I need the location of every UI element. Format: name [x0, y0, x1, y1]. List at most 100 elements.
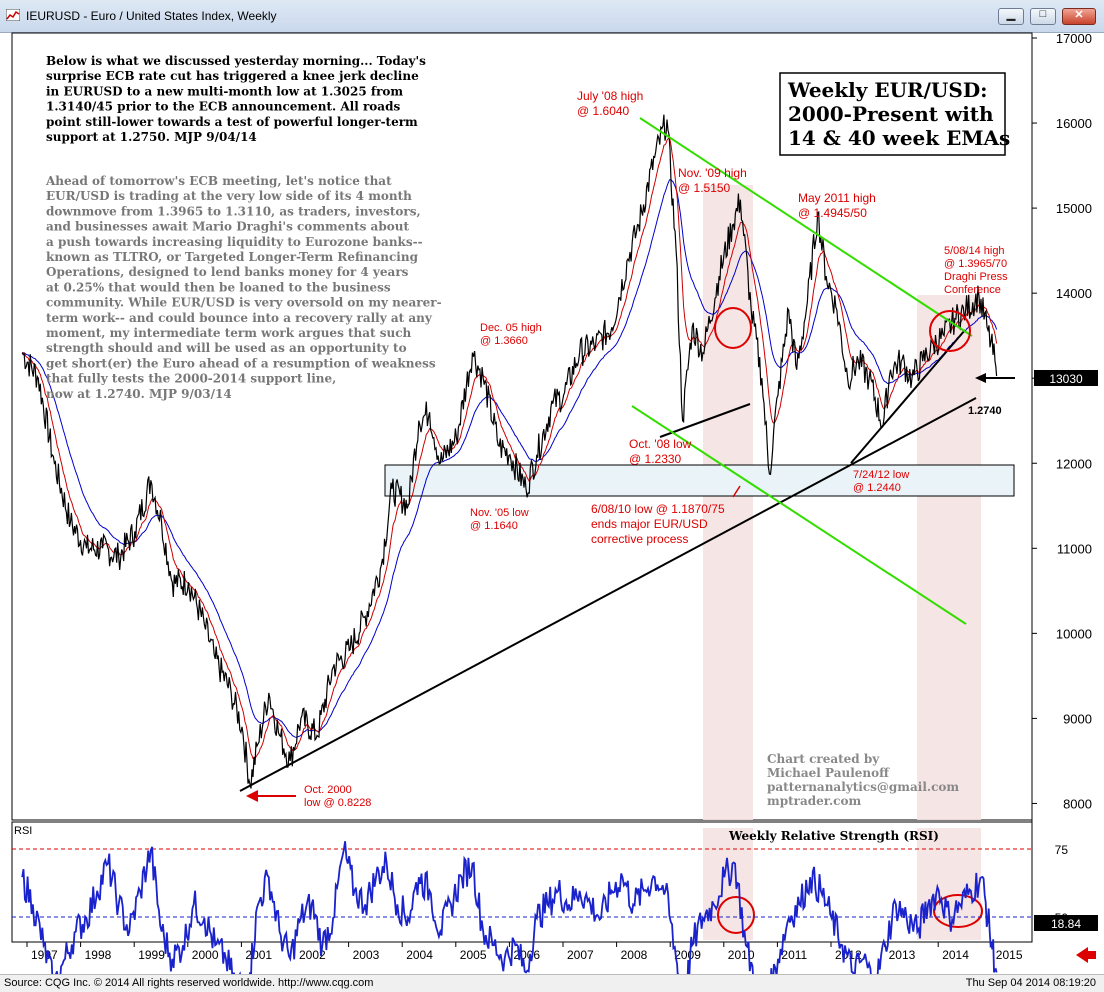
- commentary-line: at 0.25% that would then be loaned to th…: [46, 280, 391, 294]
- rsi-panel-label: RSI: [14, 825, 32, 837]
- chart-app-icon: [6, 9, 20, 21]
- price-line: [21, 114, 998, 789]
- annotation-jun10: corrective process: [591, 532, 688, 546]
- rsi-band-2013-2014: [917, 828, 981, 940]
- commentary-line: moment, my intermediate term work argues…: [46, 326, 412, 340]
- y-tick-label: 12000: [1056, 456, 1092, 471]
- annotation-may14: Draghi Press: [944, 271, 1008, 283]
- title-box-line: 2000-Present with: [788, 102, 994, 126]
- annotation-jun10: ends major EUR/USD: [591, 517, 708, 531]
- source-text: Source: CQG Inc. © 2014 All rights reser…: [4, 977, 374, 989]
- annotation-nov09: @ 1.5150: [678, 181, 731, 195]
- commentary-line: Ahead of tomorrow's ECB meeting, let's n…: [45, 174, 392, 188]
- annotation-oct08: @ 1.2330: [629, 452, 682, 466]
- annotation-nov09: Nov. '09 high: [678, 166, 747, 180]
- credit-line: Michael Paulenoff: [767, 766, 890, 780]
- price-panel-frame: [11, 32, 1033, 821]
- y-tick-label: 10000: [1056, 626, 1092, 641]
- x-tick-label: 2007: [567, 948, 594, 962]
- annotation-nov05: @ 1.1640: [470, 520, 518, 532]
- annotation-may11: May 2011 high: [798, 191, 876, 205]
- title-box: [779, 72, 1006, 156]
- x-tick-label: 2001: [245, 948, 272, 962]
- credit-line: patternanalytics@gmail.com: [767, 780, 959, 794]
- commentary-line: 1.3140/45 prior to the ECB announcement.…: [46, 100, 400, 114]
- red-circle-2014: [929, 310, 971, 352]
- trendline-2008-2010: [659, 403, 751, 438]
- rsi-band-2009-2010: [703, 828, 753, 940]
- annotation-nov05: Nov. '05 low: [470, 507, 529, 519]
- status-bar: Source: CQG Inc. © 2014 All rights reser…: [0, 974, 1104, 992]
- commentary-line: downmove from 1.3965 to 1.3110, as trade…: [46, 204, 421, 218]
- x-tick-label: 2005: [460, 948, 487, 962]
- title-box-line: 14 & 40 week EMAs: [788, 126, 1010, 150]
- rsi-last-box: [1034, 915, 1098, 931]
- support-trendline-2000-2014: [239, 397, 977, 792]
- annotation-jul12: 7/24/12 low: [853, 469, 909, 481]
- rsi-red-circle-2014: [933, 894, 983, 928]
- commentary-line: that fully tests the 2000-2014 support l…: [46, 372, 336, 386]
- title-box-line: Weekly EUR/USD:: [787, 78, 988, 102]
- commentary-paragraph-1: Below is what we discussed yesterday mor…: [46, 54, 426, 144]
- annotation-oct2000: Oct. 2000: [304, 784, 352, 796]
- commentary-line: in EURUSD to a new multi-month low at 1.…: [46, 84, 403, 98]
- annotation-jul08: July '08 high: [577, 89, 643, 103]
- rsi-line: [21, 841, 998, 974]
- x-tick-label: 1997: [31, 948, 58, 962]
- rsi-panel-frame: [11, 821, 1033, 943]
- commentary-line: Operations, designed to lend banks money…: [46, 265, 409, 279]
- commentary-line: Below is what we discussed yesterday mor…: [46, 54, 426, 68]
- minimize-button[interactable]: ▁: [998, 8, 1024, 25]
- x-tick-label: 2011: [781, 948, 807, 962]
- commentary-line: known as TLTRO, or Targeted Longer-Term …: [46, 250, 419, 264]
- x-tick-label: 2015: [996, 948, 1023, 962]
- rsi-panel-title: Weekly Relative Strength (RSI): [728, 829, 939, 843]
- credit-line: mptrader.com: [767, 794, 861, 808]
- y-tick-label: 11000: [1057, 541, 1092, 556]
- x-tick-label: 2004: [406, 948, 433, 962]
- annotation-may11: @ 1.4945/50: [798, 206, 867, 220]
- commentary-line: point still-lower towards a test of powe…: [46, 115, 418, 129]
- annotation-jul08: @ 1.6040: [577, 104, 630, 118]
- window-title: IEURUSD - Euro / United States Index, We…: [26, 9, 277, 23]
- commentary-paragraph-2: Ahead of tomorrow's ECB meeting, let's n…: [45, 174, 442, 401]
- maximize-icon: □: [1039, 8, 1047, 20]
- rsi-red-circle-2010: [717, 896, 755, 934]
- last-price-box: [1034, 370, 1098, 386]
- x-tick-label: 2009: [674, 948, 701, 962]
- title-bar[interactable]: IEURUSD - Euro / United States Index, We…: [0, 0, 1104, 33]
- rsi-last-label: 18.84: [1051, 917, 1081, 931]
- commentary-line: community. While EUR/USD is very oversol…: [46, 296, 442, 310]
- ema40-line: [22, 178, 998, 739]
- support-trendline-2012-2014: [850, 329, 966, 464]
- x-tick-label: 2002: [299, 948, 326, 962]
- close-button[interactable]: ✕: [1062, 8, 1096, 25]
- annotation-dec05: Dec. 05 high: [480, 322, 542, 334]
- commentary-line: support at 1.2750. MJP 9/04/14: [46, 130, 257, 144]
- green-channel-line: [631, 405, 967, 625]
- red-circle-2009: [714, 307, 752, 349]
- x-tick-label: 2003: [353, 948, 380, 962]
- maximize-button[interactable]: □: [1030, 8, 1056, 25]
- chart-canvas[interactable]: 1700016000150001400013000120001100010000…: [0, 32, 1104, 974]
- oct2000-arrow: [246, 790, 296, 802]
- support-level-label: 1.2740: [968, 405, 1002, 417]
- annotation-oct2000: low @ 0.8228: [304, 797, 371, 809]
- jun10-pointer: [732, 485, 741, 498]
- commentary-line: term work-- and could bounce into a reco…: [46, 311, 433, 325]
- x-tick-label: 1998: [85, 948, 112, 962]
- ema14-line: [22, 137, 998, 760]
- last-price-arrow: [975, 373, 1015, 383]
- scroll-arrow-icon[interactable]: [1076, 947, 1096, 963]
- annotation-may14: Conference: [944, 284, 1001, 296]
- y-tick-label: 9000: [1063, 711, 1092, 726]
- commentary-line: surprise ECB rate cut has triggered a kn…: [46, 69, 419, 83]
- x-tick-label: 2000: [192, 948, 219, 962]
- annotation-may14: @ 1.3965/70: [944, 258, 1007, 270]
- y-tick-label: 16000: [1056, 116, 1092, 131]
- y-tick-label: 8000: [1063, 796, 1092, 811]
- close-icon: ✕: [1074, 9, 1084, 21]
- x-tick-label: 2006: [513, 948, 540, 962]
